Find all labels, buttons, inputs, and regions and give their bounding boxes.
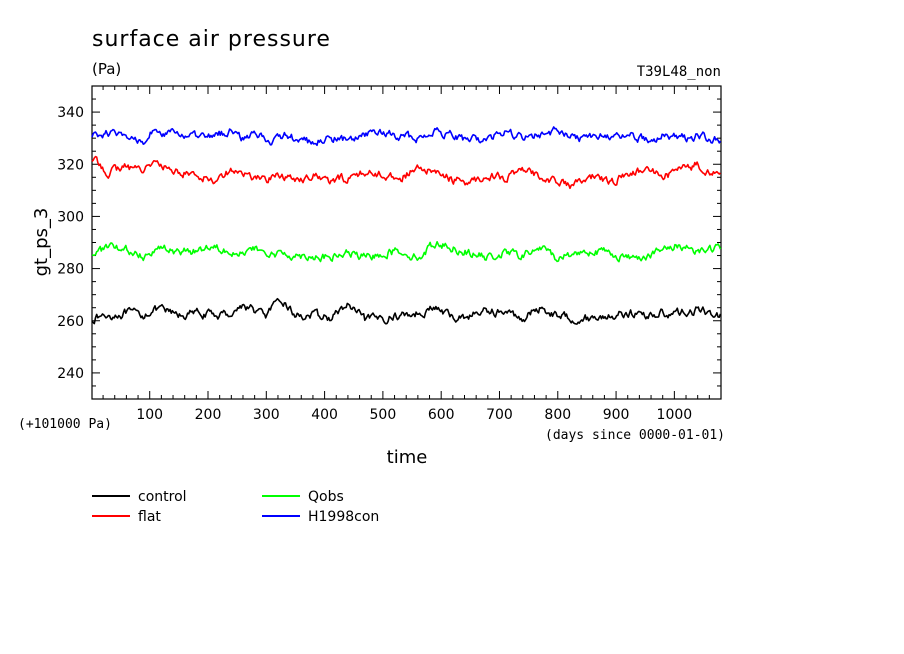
legend-label: Qobs bbox=[308, 489, 344, 505]
x-tick-label: 300 bbox=[253, 407, 280, 423]
x-tick-label: 100 bbox=[136, 407, 163, 423]
y-axis-label: gt_ps_3 bbox=[31, 208, 52, 277]
x-tick-label: 500 bbox=[370, 407, 397, 423]
legend-label: flat bbox=[138, 509, 161, 525]
y-tick-label: 300 bbox=[57, 209, 84, 225]
legend: control flat Qobs H1998con bbox=[92, 489, 379, 525]
x-tick-label: 1000 bbox=[657, 407, 693, 423]
chart-title: surface air pressure bbox=[92, 27, 331, 52]
run-id-label: T39L48_non bbox=[637, 64, 721, 80]
x-tick-label: 800 bbox=[544, 407, 571, 423]
x-tick-label: 700 bbox=[486, 407, 513, 423]
y-offset-note: (+101000 Pa) bbox=[18, 417, 112, 432]
series-line-flat bbox=[91, 155, 721, 190]
y-axis: 240 260 280 300 320 340 bbox=[57, 98, 721, 387]
y-tick-label: 260 bbox=[57, 314, 84, 330]
y-tick-label: 320 bbox=[57, 157, 84, 173]
y-tick-label: 340 bbox=[57, 105, 84, 121]
series-line-qobs bbox=[91, 241, 722, 263]
units-label: (Pa) bbox=[92, 60, 121, 78]
x-tick-label: 200 bbox=[195, 407, 222, 423]
series-line-control bbox=[91, 297, 722, 325]
x-tick-label: 600 bbox=[428, 407, 455, 423]
series-lines bbox=[91, 126, 722, 325]
legend-label: control bbox=[138, 489, 187, 505]
series-line-h1998con bbox=[91, 126, 722, 147]
legend-label: H1998con bbox=[308, 509, 379, 525]
x-tick-label: 900 bbox=[603, 407, 630, 423]
x-axis-label: time bbox=[387, 447, 428, 468]
x-axis: 100 200 300 400 500 600 700 800 900 1000 bbox=[102, 86, 710, 423]
y-tick-label: 280 bbox=[57, 262, 84, 278]
y-tick-label: 240 bbox=[57, 366, 84, 382]
x-unit-note: (days since 0000-01-01) bbox=[545, 428, 725, 443]
x-tick-label: 400 bbox=[311, 407, 338, 423]
